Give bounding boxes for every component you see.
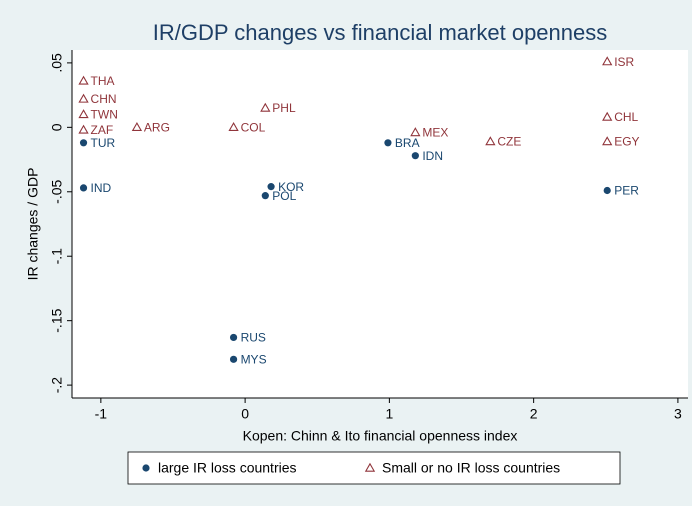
point xyxy=(78,124,89,134)
plot-area xyxy=(72,50,688,398)
point xyxy=(603,186,611,195)
point-label: COL xyxy=(241,121,266,135)
legend: large IR loss countries Small or no IR lo… xyxy=(127,451,621,485)
point-label: BRA xyxy=(395,136,420,150)
point xyxy=(131,122,143,132)
x-tick-label: 3 xyxy=(674,406,682,422)
point xyxy=(79,184,88,192)
point xyxy=(261,192,269,200)
point-label: THA xyxy=(91,74,115,88)
point xyxy=(602,111,613,121)
x-tick-label: 0 xyxy=(241,406,249,422)
point-label: EGY xyxy=(614,135,639,149)
legend-marker xyxy=(142,464,150,472)
y-tick-label: .05 xyxy=(49,53,65,73)
y-tick-label: -.1 xyxy=(49,248,65,265)
legend-marker xyxy=(364,462,376,472)
point-label: POL xyxy=(272,189,296,203)
point xyxy=(384,139,392,147)
point xyxy=(78,109,89,119)
point xyxy=(229,333,238,342)
point xyxy=(410,127,421,137)
point-label: PER xyxy=(614,184,639,198)
point xyxy=(267,183,275,191)
point-label: MEX xyxy=(422,126,448,140)
point-label: PHL xyxy=(272,101,296,115)
point-label: IND xyxy=(91,181,112,195)
y-tick-label: -.2 xyxy=(49,377,65,394)
point xyxy=(411,152,419,160)
point-label: ARG xyxy=(144,121,170,135)
point-label: ISR xyxy=(614,55,634,69)
point xyxy=(602,56,613,66)
chart-title: IR/GDP changes vs financial market openn… xyxy=(153,20,608,45)
y-axis-title: IR changes / GDP xyxy=(25,168,41,281)
point-label: MYS xyxy=(241,353,267,367)
point-label: TUR xyxy=(91,136,116,150)
point-label: CZE xyxy=(497,135,521,149)
point xyxy=(229,355,238,363)
point-label: CHN xyxy=(91,92,117,106)
point-label: TWN xyxy=(91,108,118,122)
x-tick-label: 1 xyxy=(385,406,393,422)
point-label: RUS xyxy=(241,331,266,345)
point-label: CHL xyxy=(614,110,638,124)
legend-label: large IR loss countries xyxy=(158,460,297,476)
point-label: KOR xyxy=(278,180,304,194)
point xyxy=(78,93,89,103)
point xyxy=(485,136,496,146)
point xyxy=(228,122,239,132)
x-axis-title: Kopen: Chinn & Ito financial openness in… xyxy=(243,428,518,444)
point-label: ZAF xyxy=(91,123,114,137)
x-tick-label: -1 xyxy=(95,406,108,422)
legend-box xyxy=(127,451,621,485)
x-tick-label: 2 xyxy=(530,406,538,422)
point xyxy=(602,136,613,146)
y-tick-label: -.05 xyxy=(49,180,65,204)
point xyxy=(79,139,88,147)
point-label: IDN xyxy=(422,149,443,163)
point xyxy=(260,102,271,112)
point xyxy=(78,75,89,85)
y-tick-label: -.15 xyxy=(49,308,65,332)
y-tick-label: 0 xyxy=(49,123,65,131)
legend-label: Small or no IR loss countries xyxy=(382,460,560,476)
